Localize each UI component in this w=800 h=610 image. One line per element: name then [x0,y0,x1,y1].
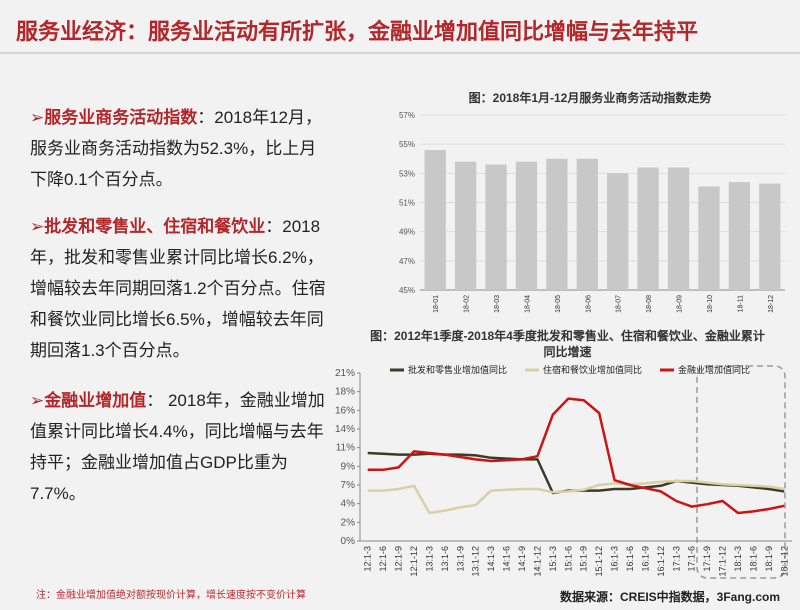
y-tick-label: 14% [335,424,355,435]
x-tick-label: 18-06 [585,295,592,313]
source: 数据来源：CREIS中指数据，3Fang.com [560,590,781,604]
slide-title: 服务业经济：服务业活动有所扩张，金融业增加值同比增幅与去年持平 [16,19,699,44]
x-tick-label: 16:1-6 [625,546,635,572]
y-tick-label: 18% [335,387,355,398]
x-tick-label: 18-02 [464,295,471,313]
x-tick-label: 14:1-3 [486,546,496,572]
series-line [367,479,785,515]
chart: 45% 47% 49% 51% 53% 55% 57% 18-01 18-02 18-03 18-0… [399,111,785,313]
x-tick-label: 12:1-9 [394,546,404,572]
bar [698,186,720,290]
y-tick-label: 7% [341,480,356,491]
lead: 服务业商务活动指数 [30,108,197,127]
y-tick-label: 21% [335,368,355,379]
y-tick-label: 16% [335,405,355,416]
paragraph: 批发和零售业、住宿和餐饮业：2018年，批发和零售业累计同比增长6.2%，增幅较… [30,211,330,366]
chart-title: 图：2012年1季度-2018年4季度批发和零售业、住宿和餐饮业、金融业累计同比… [370,329,765,359]
body-text: ：2018年12月，服务业商务活动指数为52.3%，比上月下降0.1个百分点。 [30,108,322,189]
x-tick-label: 18:1-12 [779,546,789,577]
x-tick-label: 14:1-6 [502,546,512,572]
y-tick-label: 9% [341,461,356,472]
bar [546,158,568,290]
x-tick-label: 13:1-6 [440,546,450,572]
lead: 批发和零售业、住宿和餐饮业 [30,217,265,236]
y-tick-label: 53% [399,169,415,178]
bar [424,150,446,290]
x-tick-label: 15:1-12 [594,546,604,577]
x-tick-label: 12:1-12 [409,546,419,577]
x-tick-label: 14:1-12 [532,546,542,577]
x-tick-label: 18-11 [737,295,744,312]
footnote: 注：金融业增加值绝对额按现价计算，增长速度按不变价计算 [36,590,306,601]
x-tick-label: 12:1-6 [378,546,388,572]
divider [0,52,800,54]
bar [637,167,659,290]
y-tick-label: 11% [336,443,355,454]
x-tick-label: 16:1-9 [640,546,650,572]
highlight-box [696,365,786,579]
x-tick-label: 13:1-3 [424,546,434,572]
x-tick-label: 18-09 [677,295,684,313]
x-tick-label: 18-04 [524,295,531,313]
bar [576,158,598,290]
bar [454,161,477,290]
x-tick-label: 17:1-12 [718,546,728,577]
x-tick-label: 18-10 [707,295,714,313]
y-tick-label: 49% [399,228,415,237]
x-tick-label: 13:1-12 [471,546,481,577]
paragraph: 金融业增加值： 2018年，金融业增加值累计同比增长4.4%，同比增幅与去年持平… [30,385,330,509]
body-text: ：2018年，批发和零售业累计同比增长6.2%，增幅较去年同期回落1.2个百分点… [30,217,326,360]
x-tick-label: 17:1-6 [687,546,697,572]
x-tick-label: 16:1-3 [610,546,620,572]
x-tick-label: 18:1-3 [733,546,743,572]
x-tick-label: 18:1-6 [748,546,758,572]
legend-label: 金融业增加值同比 [678,364,750,375]
x-tick-label: 15:1-6 [563,546,573,572]
x-tick-label: 18:1-9 [764,546,774,572]
x-tick-label: 18-12 [768,295,775,313]
x-tick-label: 18-03 [494,295,501,313]
bar [485,164,507,290]
y-tick-label: 51% [399,199,415,208]
y-tick-label: 0% [341,536,356,547]
legend-label: 住宿和餐饮业增加值同比 [543,364,642,375]
bar [728,182,751,290]
x-tick-label: 12:1-3 [363,546,373,572]
body-text: ： 2018年，金融业增加值累计同比增长4.4%，同比增幅与去年持平；金融业增加… [30,391,325,503]
y-tick-label: 45% [399,286,415,295]
x-tick-label: 16:1-12 [656,546,666,577]
y-tick-label: 47% [399,257,415,266]
chart-title: 图：2018年1月-12月服务业商务活动指数走势 [468,91,712,105]
bar [759,183,781,290]
y-tick-label: 4% [341,499,356,510]
series-line [367,397,785,515]
paragraph: 服务业商务活动指数：2018年12月，服务业商务活动指数为52.3%，比上月下降… [30,102,330,195]
x-tick-label: 18-07 [616,295,623,313]
bar [607,173,629,290]
bar [667,167,690,290]
x-tick-label: 18-08 [646,295,653,313]
y-tick-label: 57% [399,111,415,120]
lead: 金融业增加值 [30,391,146,410]
series-line [367,451,785,495]
x-tick-label: 18-05 [555,295,562,313]
x-tick-label: 13:1-9 [455,546,465,572]
x-tick-label: 15:1-9 [579,546,589,572]
y-tick-label: 2% [341,517,356,528]
chart: 0% 2% 4% 7% 9% 11% 14% 16% 18% 21% 12:1-3 12:1-6 12:… [335,364,792,579]
y-tick-label: 55% [399,140,415,149]
legend-label: 批发和零售业增加值同比 [408,364,507,375]
x-tick-label: 18-01 [433,295,440,313]
bar [515,161,538,290]
x-tick-label: 15:1-3 [548,546,558,572]
x-tick-label: 17:1-9 [702,546,712,572]
x-tick-label: 17:1-3 [671,546,681,572]
x-tick-label: 14:1-9 [517,546,527,572]
